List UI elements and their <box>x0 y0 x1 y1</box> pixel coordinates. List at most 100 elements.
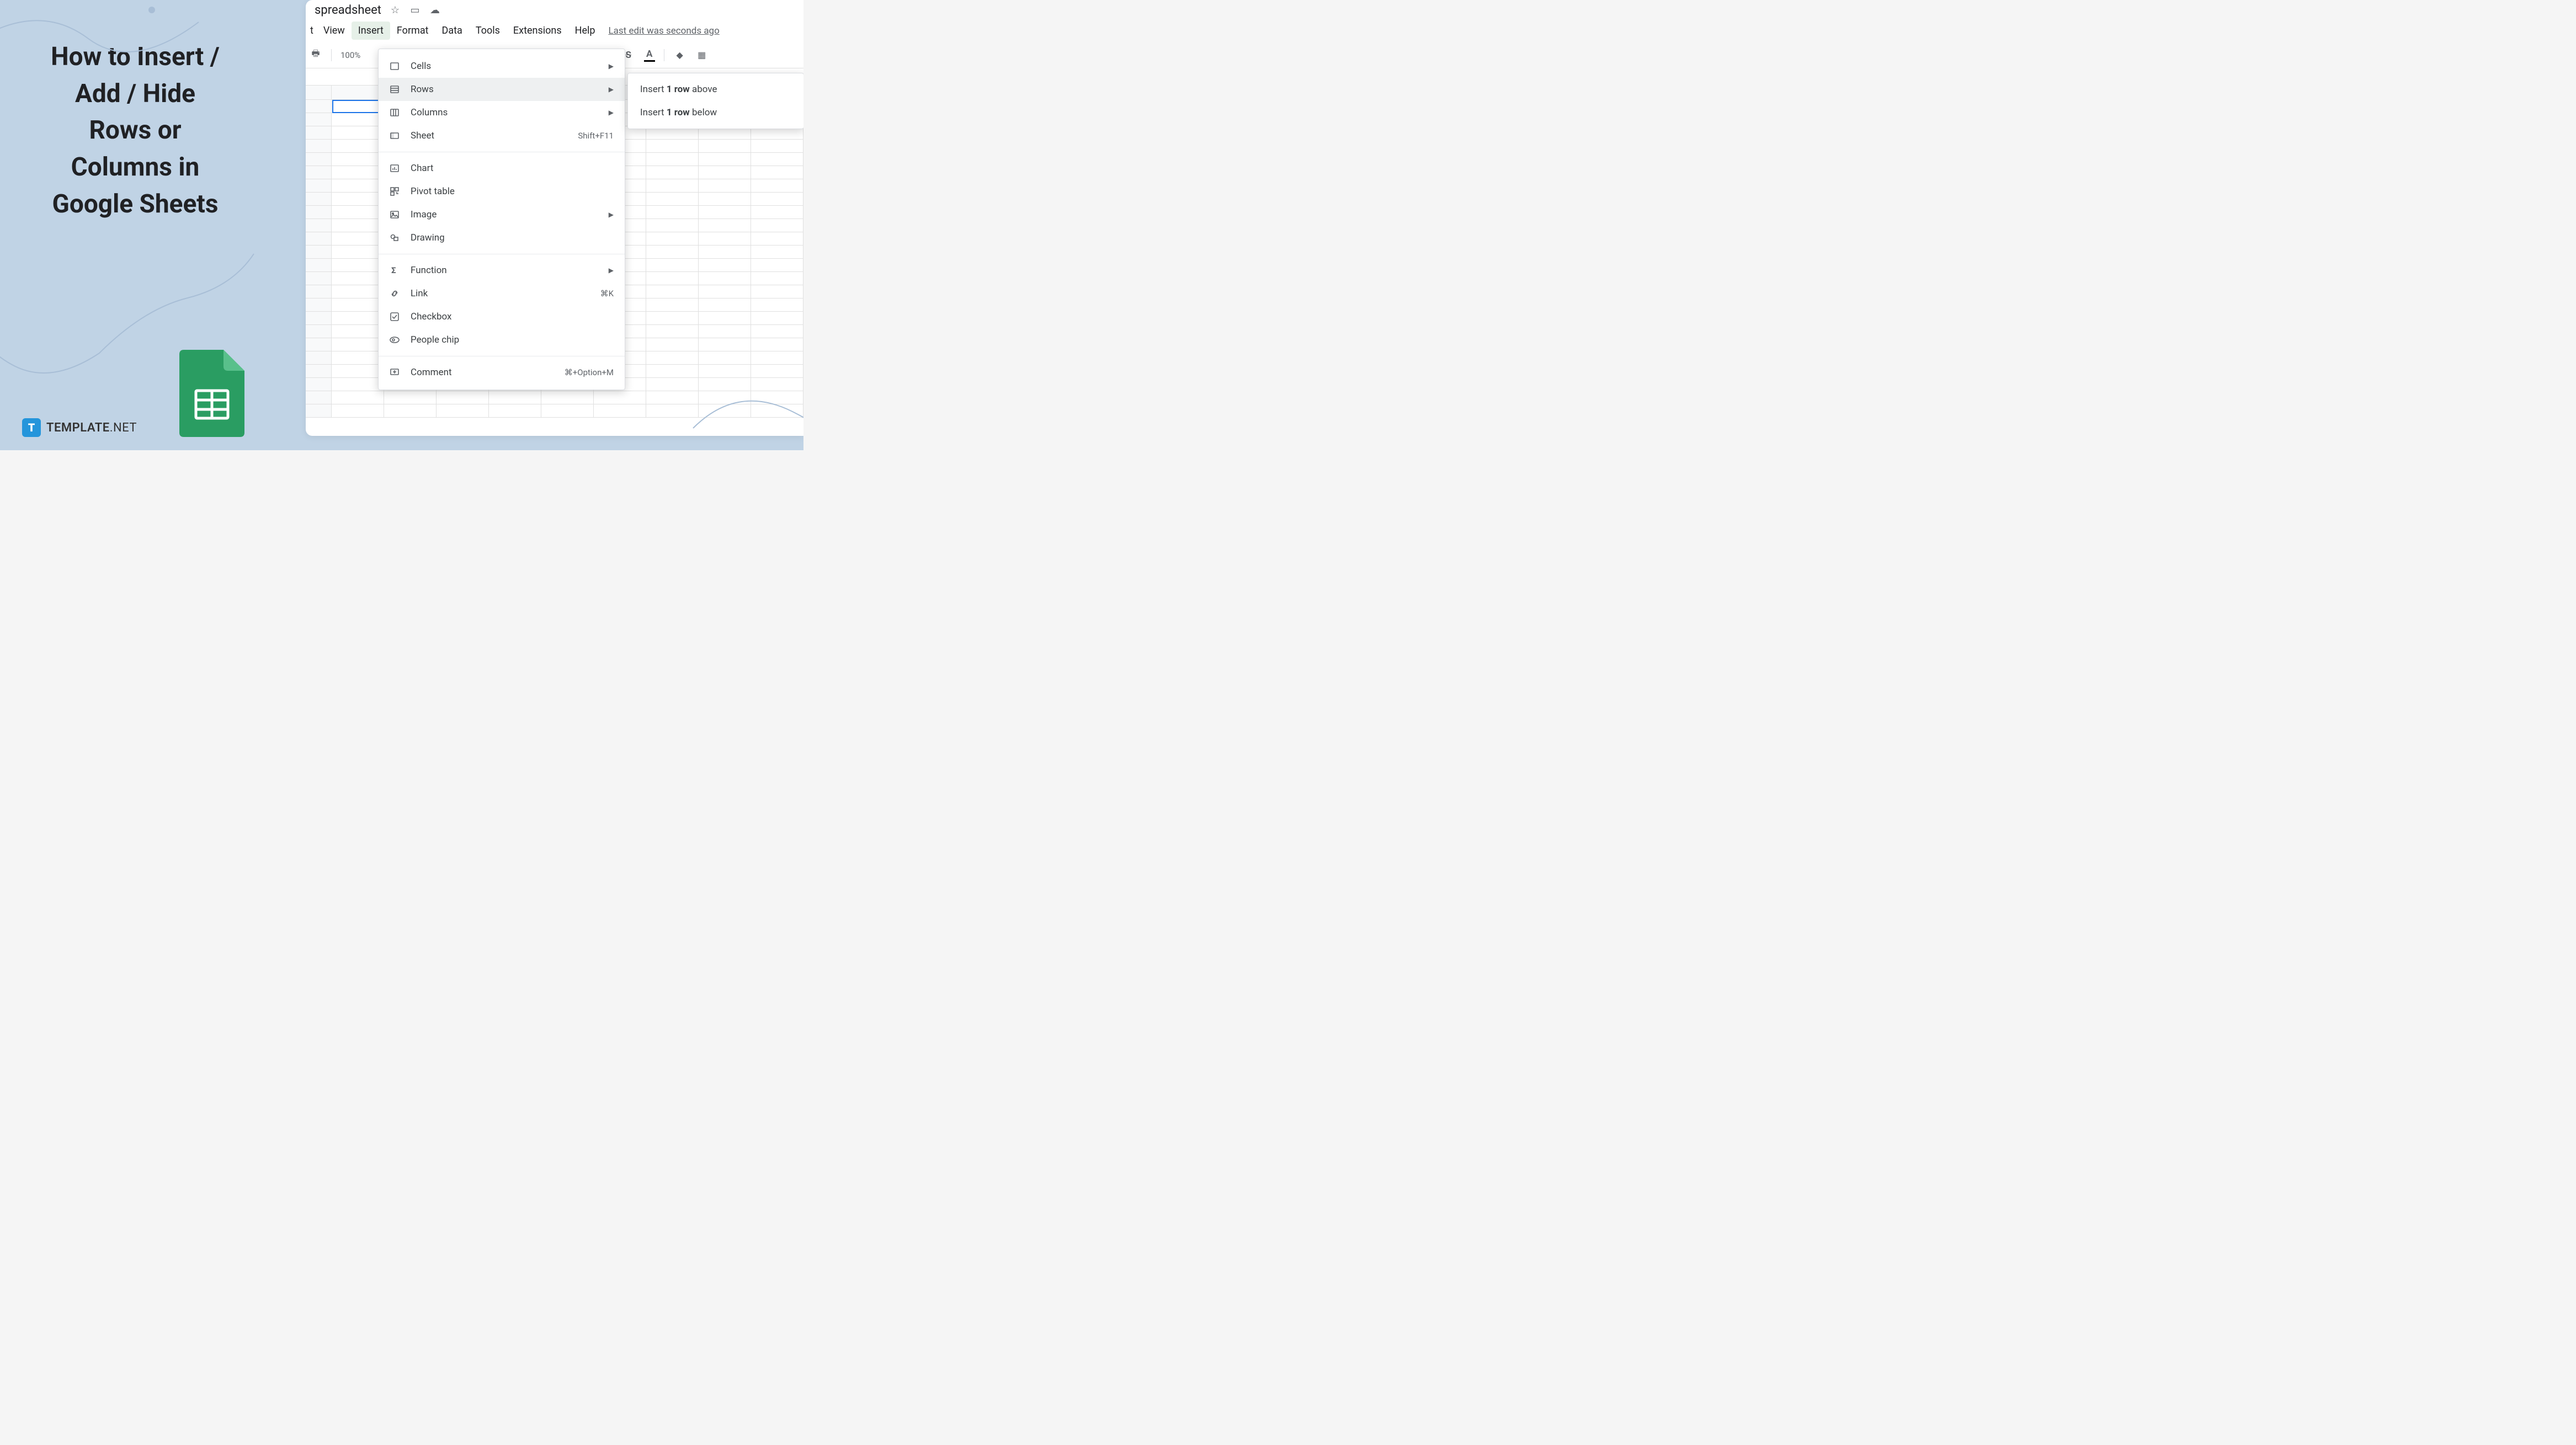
menu-item-function[interactable]: ΣFunction▶ <box>379 259 625 282</box>
row-header[interactable] <box>306 166 332 179</box>
cell[interactable] <box>646 298 699 311</box>
borders-icon[interactable]: ▦ <box>695 50 709 60</box>
doc-title[interactable]: spreadsheet <box>315 3 381 17</box>
cell[interactable] <box>646 285 699 298</box>
cell[interactable] <box>332 153 384 166</box>
cell[interactable] <box>332 193 384 205</box>
cell[interactable] <box>646 232 699 245</box>
insert-row-below[interactable]: Insert 1 row below <box>628 101 803 124</box>
cell[interactable] <box>751 312 803 324</box>
menu-data[interactable]: Data <box>435 22 469 40</box>
cell[interactable] <box>699 179 751 192</box>
row-header[interactable] <box>306 206 332 218</box>
cell[interactable] <box>384 391 437 404</box>
cell[interactable] <box>332 298 384 311</box>
cell[interactable] <box>332 325 384 338</box>
row-header[interactable] <box>306 391 332 404</box>
row-header[interactable] <box>306 219 332 232</box>
cell[interactable] <box>699 272 751 285</box>
cell[interactable] <box>594 404 646 417</box>
menu-view[interactable]: View <box>317 22 352 40</box>
print-icon[interactable]: 🖶 <box>309 47 322 62</box>
menu-item-cells[interactable]: Cells▶ <box>379 55 625 78</box>
menu-item-rows[interactable]: Rows▶ <box>379 78 625 101</box>
cell[interactable] <box>699 246 751 258</box>
cell[interactable] <box>699 219 751 232</box>
row-header[interactable] <box>306 232 332 245</box>
menu-item-pivot-table[interactable]: Pivot table <box>379 180 625 203</box>
cell[interactable] <box>646 246 699 258</box>
cell[interactable] <box>751 285 803 298</box>
cell[interactable] <box>384 404 437 417</box>
row-header[interactable] <box>306 246 332 258</box>
row-header[interactable] <box>306 140 332 152</box>
cell[interactable] <box>699 259 751 271</box>
last-edit-link[interactable]: Last edit was seconds ago <box>608 25 719 36</box>
cell[interactable] <box>332 113 384 126</box>
menu-insert[interactable]: Insert <box>352 22 390 40</box>
row-header[interactable] <box>306 126 332 139</box>
star-icon[interactable]: ☆ <box>389 4 401 16</box>
cell[interactable] <box>646 272 699 285</box>
cell[interactable] <box>699 285 751 298</box>
cell[interactable] <box>646 351 699 364</box>
cell[interactable] <box>699 153 751 166</box>
row-header[interactable] <box>306 193 332 205</box>
menu-tools[interactable]: Tools <box>469 22 507 40</box>
cell[interactable] <box>751 378 803 391</box>
cell[interactable] <box>437 404 489 417</box>
cell[interactable] <box>751 365 803 377</box>
cell[interactable] <box>332 378 384 391</box>
menu-item-comment[interactable]: Comment⌘+Option+M <box>379 361 625 384</box>
cell[interactable] <box>751 153 803 166</box>
cell[interactable] <box>699 391 751 404</box>
cell[interactable] <box>332 404 384 417</box>
row-header[interactable] <box>306 179 332 192</box>
cell[interactable] <box>332 272 384 285</box>
cell[interactable] <box>699 351 751 364</box>
row-header[interactable] <box>306 404 332 417</box>
cell[interactable] <box>699 166 751 179</box>
cell[interactable] <box>751 325 803 338</box>
menu-item-link[interactable]: Link⌘K <box>379 282 625 305</box>
cell[interactable] <box>646 193 699 205</box>
cell[interactable] <box>489 404 541 417</box>
cell[interactable] <box>751 298 803 311</box>
cell[interactable] <box>751 351 803 364</box>
row-header[interactable] <box>306 272 332 285</box>
cell[interactable] <box>699 232 751 245</box>
cell[interactable] <box>332 351 384 364</box>
cell[interactable] <box>332 285 384 298</box>
cell[interactable] <box>646 312 699 324</box>
cell[interactable] <box>751 272 803 285</box>
row-header[interactable] <box>306 312 332 324</box>
menu-item-sheet[interactable]: SheetShift+F11 <box>379 124 625 147</box>
cell[interactable] <box>699 140 751 152</box>
cell[interactable] <box>646 259 699 271</box>
row-header[interactable] <box>306 100 332 113</box>
cell[interactable] <box>332 232 384 245</box>
select-all-corner[interactable] <box>306 86 332 99</box>
cell[interactable] <box>437 391 489 404</box>
menu-item-image[interactable]: Image▶ <box>379 203 625 226</box>
menu-help[interactable]: Help <box>568 22 602 40</box>
cell[interactable] <box>332 140 384 152</box>
menu-item-people-chip[interactable]: People chip <box>379 328 625 351</box>
cell[interactable] <box>751 338 803 351</box>
cell[interactable] <box>332 166 384 179</box>
cell[interactable] <box>332 259 384 271</box>
cell[interactable] <box>646 206 699 218</box>
cell[interactable] <box>541 404 594 417</box>
cell[interactable] <box>699 404 751 417</box>
cell[interactable] <box>751 166 803 179</box>
cell[interactable] <box>332 219 384 232</box>
row-header[interactable] <box>306 378 332 391</box>
menu-item-columns[interactable]: Columns▶ <box>379 101 625 124</box>
cloud-icon[interactable]: ☁ <box>429 4 441 16</box>
cell[interactable] <box>751 193 803 205</box>
cell[interactable] <box>699 325 751 338</box>
cell[interactable] <box>751 179 803 192</box>
cell[interactable] <box>489 391 541 404</box>
insert-row-above[interactable]: Insert 1 row above <box>628 78 803 101</box>
cell[interactable] <box>751 140 803 152</box>
